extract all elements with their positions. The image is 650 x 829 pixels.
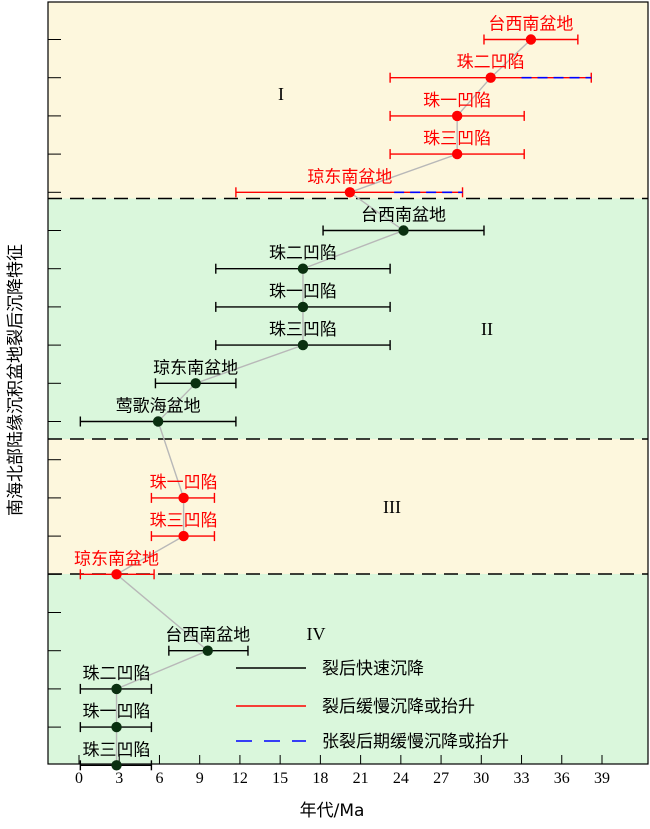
basin-label: 台西南盆地	[165, 626, 250, 646]
basin-label: 琼东南盆地	[307, 167, 392, 187]
basin-label: 珠一凹陷	[269, 282, 337, 302]
data-marker	[451, 110, 463, 122]
legend-label-1: 裂后快速沉降	[322, 659, 424, 679]
region-label-II: II	[481, 319, 493, 339]
x-tick-label: 33	[514, 770, 530, 787]
data-marker	[451, 148, 463, 160]
data-point-2-0: 珠一凹陷	[150, 473, 218, 504]
basin-label: 珠一凹陷	[150, 473, 218, 493]
x-tick-label: 9	[196, 770, 204, 787]
data-point-1-4: 琼东南盆地	[153, 358, 238, 389]
data-point-3-2: 珠一凹陷	[79, 702, 153, 733]
data-marker	[190, 378, 201, 389]
data-point-1-5: 莺歌海盆地	[79, 397, 237, 427]
data-point-0-0: 台西南盆地	[483, 15, 579, 45]
data-point-1-0: 台西南盆地	[322, 206, 485, 236]
basin-label: 珠一凹陷	[83, 702, 151, 722]
basin-label: 珠三凹陷	[269, 320, 337, 340]
basin-label: 珠二凹陷	[83, 664, 151, 684]
x-tick-label: 12	[232, 770, 248, 787]
region-background-1	[48, 2, 648, 199]
data-point-0-2: 珠一凹陷	[389, 91, 525, 122]
x-axis-title: 年代/Ma	[300, 801, 365, 821]
region-label-I: I	[278, 84, 284, 104]
data-point-3-1: 珠二凹陷	[79, 664, 153, 695]
x-tick-label: 21	[353, 770, 369, 787]
region-background-2	[48, 198, 648, 439]
data-point-1-2: 珠一凹陷	[215, 282, 391, 313]
x-tick-label: 39	[594, 770, 610, 787]
data-point-0-3: 珠三凹陷	[389, 129, 525, 160]
x-tick-label: 0	[75, 770, 83, 787]
data-marker	[344, 187, 356, 198]
x-tick-label: 6	[155, 770, 163, 787]
data-marker	[111, 760, 122, 771]
basin-label: 珠三凹陷	[150, 511, 218, 531]
data-marker	[297, 339, 309, 351]
x-tick-label: 27	[433, 770, 449, 787]
region-background-4	[48, 574, 648, 764]
x-tick-label: 3	[115, 770, 123, 787]
data-point-0-1: 珠二凹陷	[389, 53, 592, 83]
region-background-3	[48, 439, 648, 574]
x-tick-label: 18	[312, 770, 328, 787]
data-marker	[297, 263, 309, 274]
basin-label: 珠二凹陷	[269, 244, 337, 264]
basin-label: 台西南盆地	[361, 206, 446, 226]
data-marker	[111, 721, 122, 733]
data-marker	[152, 416, 164, 427]
data-point-2-1: 珠三凹陷	[150, 511, 218, 542]
x-tick-label: 30	[473, 770, 489, 787]
basin-label: 莺歌海盆地	[116, 397, 201, 417]
trend-connector	[115, 38, 532, 766]
data-marker	[111, 569, 122, 580]
data-point-3-3: 珠三凹陷	[79, 740, 153, 771]
basin-label: 珠三凹陷	[83, 740, 151, 760]
x-tick-label: 36	[554, 770, 570, 787]
y-axis-title: 南海北部陆缘沉积盆地裂后沉降特征	[6, 244, 26, 516]
region-label-III: III	[383, 497, 401, 517]
x-tick-label: 15	[272, 770, 288, 787]
basin-label: 台西南盆地	[488, 15, 573, 35]
legend-label-3: 张裂后期缓慢沉降或抬升	[322, 731, 509, 752]
data-marker	[297, 301, 309, 313]
data-point-1-1: 珠二凹陷	[215, 244, 391, 274]
legend-label-2: 裂后缓慢沉降或抬升	[322, 696, 475, 717]
data-marker	[202, 645, 213, 656]
data-point-3-0: 台西南盆地	[165, 626, 250, 656]
basin-label: 琼东南盆地	[74, 549, 159, 569]
data-marker	[485, 72, 496, 83]
region-label-IV: IV	[307, 624, 326, 644]
data-marker	[178, 530, 189, 542]
basin-label: 珠一凹陷	[423, 91, 491, 111]
x-tick-label: 24	[393, 770, 409, 787]
data-marker	[111, 683, 122, 695]
basin-label: 琼东南盆地	[153, 358, 238, 378]
data-point-1-3: 珠三凹陷	[215, 320, 391, 351]
data-point-0-4: 琼东南盆地	[235, 167, 464, 198]
basin-label: 珠三凹陷	[423, 129, 491, 149]
data-marker	[178, 492, 189, 504]
basin-label: 珠二凹陷	[457, 53, 525, 73]
data-point-2-2: 琼东南盆地	[74, 549, 159, 580]
data-marker	[398, 225, 409, 236]
data-marker	[525, 34, 537, 45]
